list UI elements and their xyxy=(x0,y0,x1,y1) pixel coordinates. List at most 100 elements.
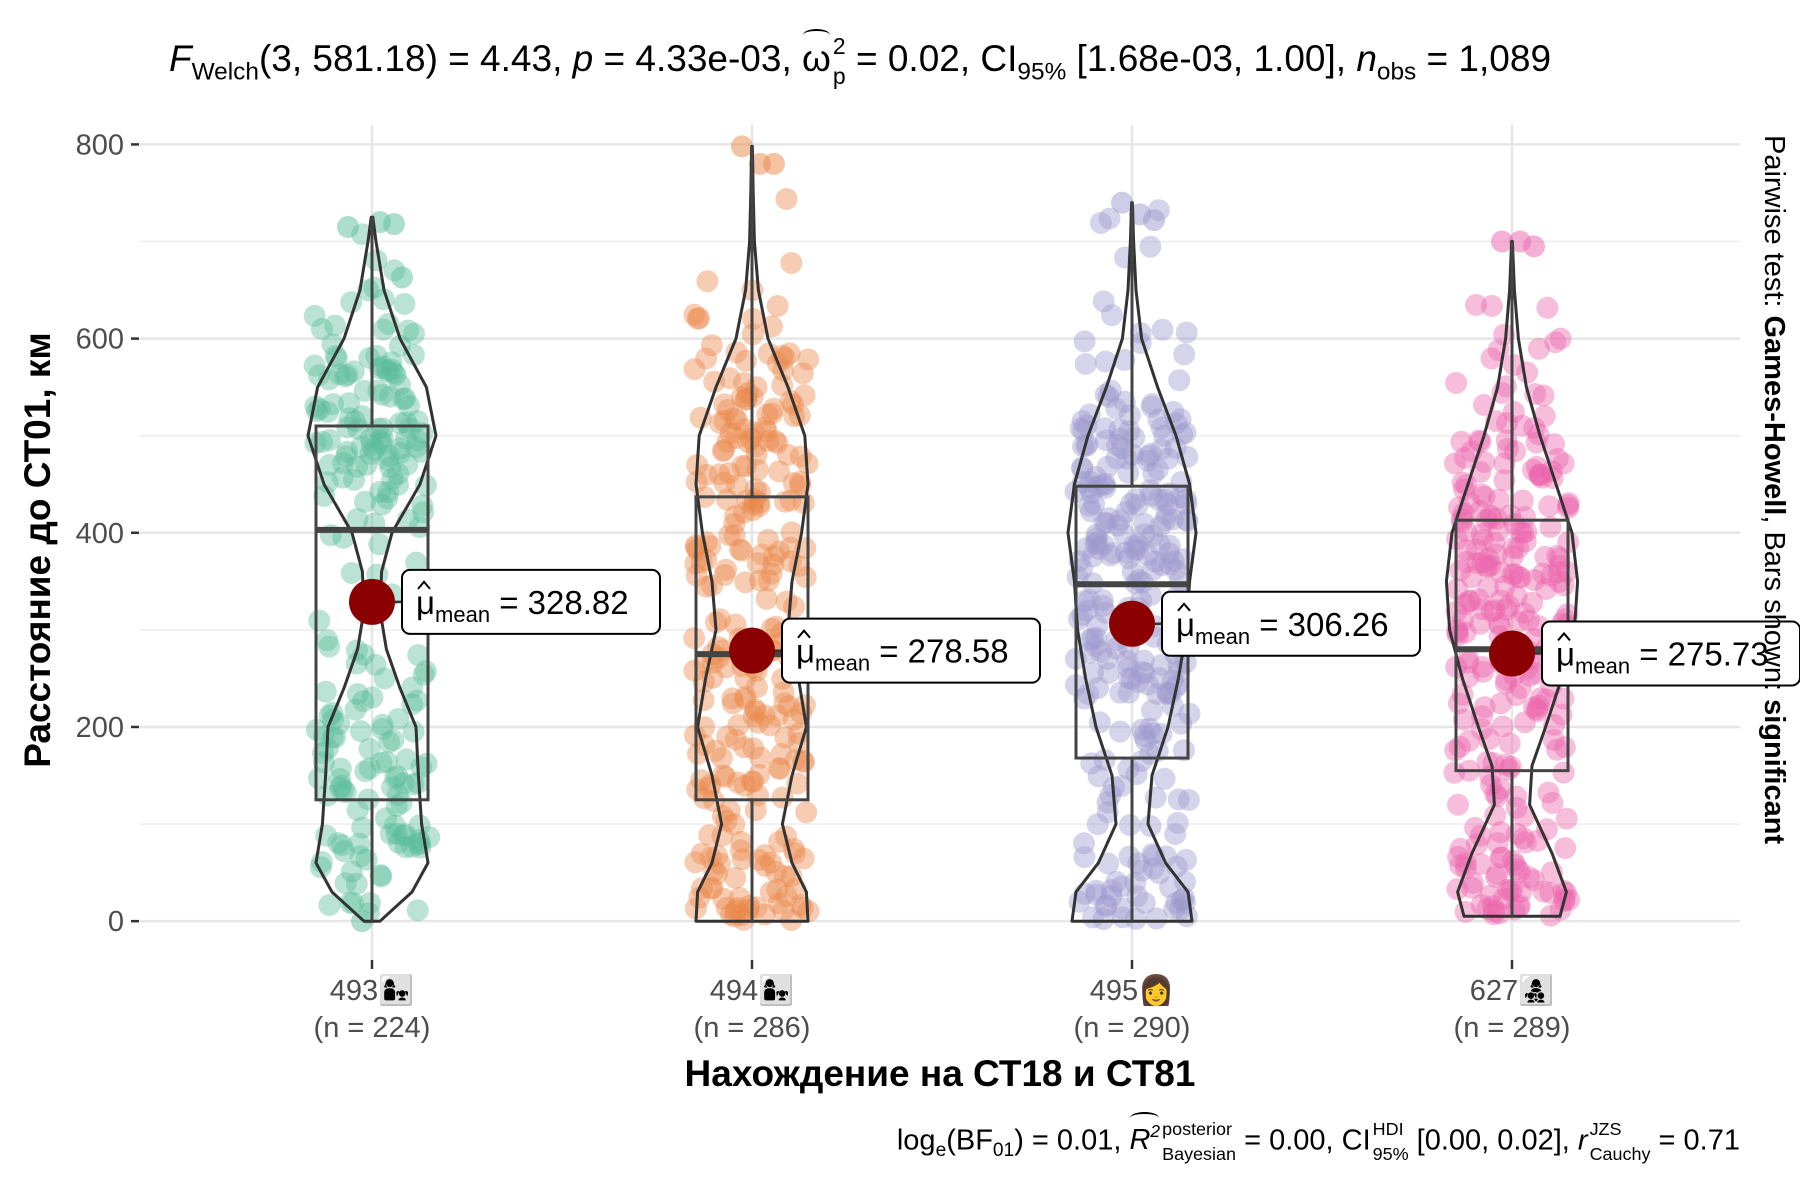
data-point xyxy=(1105,397,1128,420)
data-point xyxy=(765,860,788,883)
data-point xyxy=(398,394,420,417)
data-point xyxy=(397,319,420,342)
data-point xyxy=(1098,207,1121,230)
data-point xyxy=(1486,832,1509,854)
data-point xyxy=(1094,350,1117,373)
data-point xyxy=(1505,785,1528,808)
data-point xyxy=(721,687,744,710)
data-point xyxy=(1476,556,1499,579)
data-point xyxy=(1105,433,1128,456)
data-point xyxy=(371,718,394,740)
data-point xyxy=(711,805,734,828)
data-point xyxy=(1525,455,1548,478)
data-point xyxy=(355,453,378,476)
data-point xyxy=(716,488,739,511)
data-point xyxy=(1509,520,1532,543)
data-point xyxy=(330,774,353,797)
data-point xyxy=(1532,880,1555,903)
data-point xyxy=(1113,390,1136,413)
data-point xyxy=(1082,662,1105,684)
data-point xyxy=(368,357,391,380)
data-point xyxy=(312,725,335,747)
data-point xyxy=(1148,862,1171,885)
data-point xyxy=(1136,543,1159,566)
data-point xyxy=(1117,757,1140,780)
data-point xyxy=(377,481,400,504)
data-point xyxy=(334,781,357,804)
data-point xyxy=(1147,488,1170,511)
data-point xyxy=(792,847,815,870)
title-n-value: = 1,089 xyxy=(1416,37,1552,79)
data-point xyxy=(1095,429,1118,452)
title-effect-size-symbol: ω xyxy=(802,28,831,79)
data-point xyxy=(730,539,753,562)
data-point xyxy=(744,478,767,501)
data-point xyxy=(1483,599,1506,622)
data-point xyxy=(343,468,366,491)
data-point xyxy=(1482,895,1505,918)
data-point xyxy=(380,358,403,381)
data-point xyxy=(387,831,410,854)
data-point xyxy=(350,405,373,428)
data-point xyxy=(1476,898,1499,920)
data-point xyxy=(316,784,339,807)
data-point xyxy=(403,322,425,345)
data-point xyxy=(698,824,721,847)
data-point xyxy=(388,373,411,396)
data-point xyxy=(405,436,428,459)
data-point xyxy=(1085,527,1108,550)
title-p-symbol: p xyxy=(572,37,594,79)
data-point xyxy=(730,830,753,853)
data-point xyxy=(758,714,781,737)
data-point xyxy=(350,435,373,458)
data-point xyxy=(1552,879,1575,902)
data-point xyxy=(728,886,751,909)
data-point xyxy=(1511,489,1534,512)
y-axis-label: Расстояние до СТ01, км xyxy=(17,332,58,768)
data-point xyxy=(1177,789,1200,811)
data-point xyxy=(1505,684,1528,707)
data-point xyxy=(1470,523,1493,546)
data-point xyxy=(1092,594,1114,617)
data-point xyxy=(310,851,333,874)
data-point xyxy=(776,443,799,466)
data-point xyxy=(1454,900,1477,923)
data-point xyxy=(406,410,429,432)
data-point xyxy=(1093,511,1116,534)
violin-outline xyxy=(1444,240,1580,918)
data-point xyxy=(1521,591,1544,614)
data-point xyxy=(405,551,428,574)
caption-r2-value: = 0.00, xyxy=(1236,1124,1342,1157)
data-point xyxy=(733,501,756,524)
data-point xyxy=(1490,846,1513,869)
data-point xyxy=(748,495,771,517)
data-point xyxy=(370,432,393,455)
data-point xyxy=(1092,533,1115,556)
title-ci-symbol: CI xyxy=(980,37,1018,79)
data-point xyxy=(764,430,787,452)
data-point xyxy=(1084,532,1107,555)
data-point xyxy=(1487,519,1510,542)
data-point xyxy=(1465,552,1488,575)
data-point xyxy=(357,279,380,302)
data-point xyxy=(1141,393,1164,415)
title-effect-size-sub: p xyxy=(832,63,846,90)
data-point xyxy=(381,776,404,799)
data-point xyxy=(332,778,355,801)
data-point xyxy=(715,896,738,919)
data-point xyxy=(318,635,341,658)
data-point xyxy=(328,363,351,386)
mean-label-box xyxy=(1541,620,1800,687)
data-point xyxy=(1133,891,1156,914)
data-point xyxy=(369,864,392,887)
bayes-caption: loge(BF01) = 0.01, R2 posterior Bayesian =… xyxy=(897,1112,1740,1164)
data-point xyxy=(1175,848,1198,871)
data-point xyxy=(1118,845,1141,868)
data-point xyxy=(779,489,802,512)
data-point xyxy=(728,538,751,561)
caption-r-symbol: r xyxy=(1577,1124,1588,1157)
data-point xyxy=(713,409,736,432)
data-point xyxy=(328,712,351,735)
data-point xyxy=(339,891,362,914)
data-point xyxy=(1489,589,1512,612)
